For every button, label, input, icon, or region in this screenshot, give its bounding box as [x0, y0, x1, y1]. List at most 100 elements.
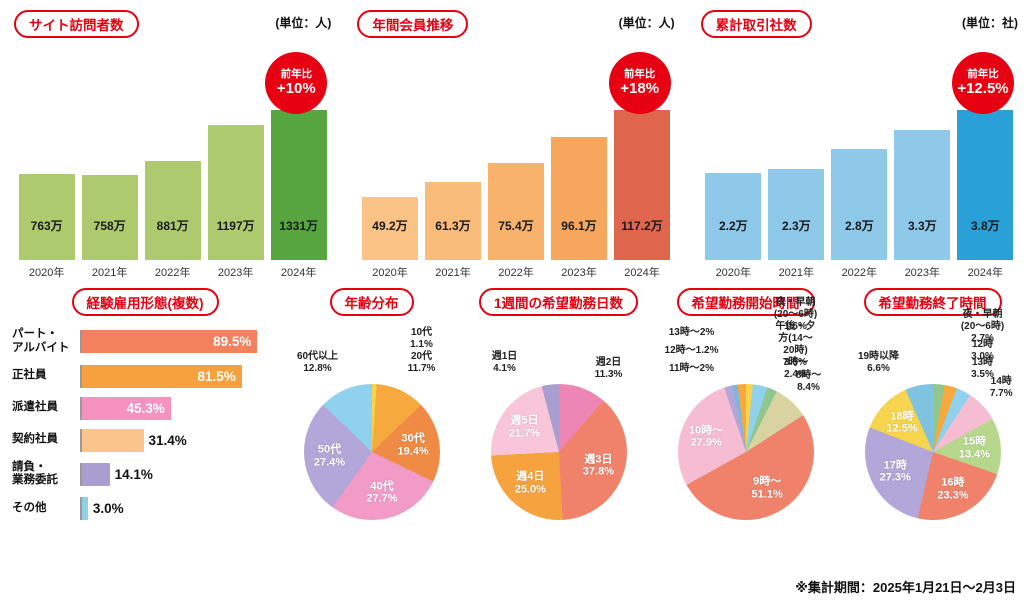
yoy-badge-label: 前年比: [967, 67, 999, 80]
bar-column: 758万 2021年: [81, 175, 138, 280]
bar-category-label: 2022年: [154, 267, 191, 279]
employment-bar: [82, 497, 88, 521]
employment-value-label: 89.5%: [213, 334, 252, 350]
bar: [705, 173, 762, 260]
employment-value-label: 14.1%: [114, 466, 153, 482]
bar-category-label: 2020年: [372, 267, 408, 279]
bar-category-label: 2022年: [498, 267, 534, 279]
bar: [361, 197, 418, 260]
yoy-badge: 前年比 +12.5%: [951, 52, 1014, 114]
bar-category-label: 2021年: [435, 267, 471, 279]
panel-header: 希望勤務開始時間: [652, 288, 839, 316]
chart-panel-desired-end-time: 希望勤務終了時間 14時 7.7% 15時 13.4% 16時 23.3% 17時 2…: [839, 288, 1026, 556]
chart-panel-cumulative-companies: 累計取引社数 (単位：社) 前年比 +12.5% 2.2万 2020年 2.3万 20…: [700, 10, 1018, 280]
unit-label: (単位：人): [275, 16, 332, 30]
chart-title: 希望勤務開始時間: [691, 296, 800, 311]
bar: [207, 125, 264, 260]
bar-category-label: 2021年: [91, 267, 128, 279]
pie-slice-label: 60代以上 12.8%: [296, 351, 339, 374]
chart-title-pill: 経験雇用形態(複数): [71, 288, 219, 316]
pie-slice-label: 7時〜 2.4%: [782, 357, 809, 380]
bar: [831, 149, 888, 260]
pie-slice-label: 週5日 21.7%: [508, 414, 541, 440]
bar: [894, 130, 951, 260]
bar-category-label: 2022年: [841, 267, 878, 279]
pie-chart: [303, 384, 440, 520]
bar-category-label: 2023年: [217, 267, 254, 279]
bar-column: 763万 2020年: [18, 174, 75, 280]
bottom-charts-row: 経験雇用形態(複数) パート・ アルバイト 89.5% 正社員 81.5% 派遣社員 45…: [0, 280, 1032, 556]
panel-header: 年齢分布: [278, 288, 465, 316]
pie-slice-label: 18時 12.5%: [886, 410, 918, 435]
yoy-badge-value: +18%: [620, 80, 660, 98]
chart-title: 年間会員推移: [372, 18, 454, 33]
employment-row: パート・ アルバイト 89.5%: [12, 328, 278, 356]
employment-bar: 45.3%: [82, 396, 171, 420]
bar-category-label: 2020年: [28, 267, 65, 279]
chart-title: 経験雇用形態(複数): [86, 296, 204, 311]
employment-bar-track: 45.3%: [80, 396, 278, 420]
pie-slice-label: 12時 3.0%: [971, 339, 994, 362]
pie-slice-label: 20代 11.7%: [407, 351, 436, 374]
employment-category-label: 契約社員: [12, 433, 58, 446]
bar-category-label: 2024年: [624, 267, 660, 279]
bar-column: 3.3万 2023年: [894, 130, 951, 280]
pie-slice-label: 14時 7.7%: [989, 375, 1013, 399]
bar-column: 61.3万 2021年: [424, 182, 481, 280]
panel-header: 年間会員推移 (単位：人): [357, 10, 675, 38]
pie-slice-label: 10時〜 27.9%: [689, 424, 724, 449]
pie-slice-label: 11時〜2%: [668, 363, 715, 374]
pie-slice-label: 30代 19.4%: [397, 432, 429, 458]
pie-slice-label: 15時 13.4%: [958, 435, 991, 461]
pie-slice-label: 10代 1.1%: [410, 327, 433, 350]
bar-value-label: 758万: [93, 219, 126, 233]
hbar-chart-employment-types: パート・ アルバイト 89.5% 正社員 81.5% 派遣社員 45.3% 契約社員 31.4…: [12, 328, 278, 521]
unit-label: (単位：社): [961, 16, 1018, 30]
chart-panel-desired-start-time: 希望勤務開始時間 8時〜 8.4% 9時〜 51.1% 10時〜 27.9% 夜・早朝…: [652, 288, 839, 556]
chart-panel-desired-days: 1週間の希望勤務日数 週3日 37.8% 週4日 25.0% 週5日 21.7% 週2…: [465, 288, 652, 556]
pie-slice-label: 19時以降 6.6%: [857, 351, 900, 374]
bar-value-label: 61.3万: [435, 219, 471, 233]
employment-row: 派遣社員 45.3%: [12, 396, 278, 420]
chart-title-pill: 希望勤務終了時間: [863, 288, 1002, 316]
employment-bar-track: 3.0%: [80, 497, 278, 521]
employment-bar: 89.5%: [82, 330, 258, 354]
employment-row: その他 3.0%: [12, 497, 278, 521]
bar-value-label: 3.8万: [970, 219, 1000, 233]
bar-column: 49.2万 2020年: [361, 197, 418, 280]
chart-title-pill: 年齢分布: [329, 288, 414, 316]
pie-chart: [677, 384, 814, 520]
chart-panel-annual-members: 年間会員推移 (単位：人) 前年比 +18% 49.2万 2020年 61.3万 20…: [357, 10, 675, 280]
chart-title: 希望勤務終了時間: [878, 296, 987, 311]
bar-column: 117.2万 2024年: [613, 110, 670, 280]
pie-slice-label: 週4日 25.0%: [514, 470, 546, 496]
employment-row: 契約社員 31.4%: [12, 428, 278, 452]
chart-panel-age-distribution: 年齢分布 30代 19.4% 40代 27.7% 50代 27.4% 10代 1.1%…: [278, 288, 465, 556]
bar-value-label: 75.4万: [498, 219, 534, 233]
yoy-badge: 前年比 +10%: [265, 52, 328, 114]
yoy-badge-value: +12.5%: [957, 80, 1009, 98]
pie-slice-label: 午後・夕方(14〜20時) 3.5%: [775, 321, 816, 368]
bar-value-label: 3.3万: [907, 219, 937, 233]
bar-value-label: 2.3万: [781, 219, 811, 233]
bar-chart-site-visitors: 763万 2020年 758万 2021年 881万 2022年 1197万 2023年 133…: [14, 110, 331, 280]
bar: [18, 174, 75, 260]
bar-value-label: 96.1万: [561, 219, 597, 233]
bar-category-label: 2024年: [280, 267, 317, 279]
bar-value-label: 1331万: [279, 219, 318, 233]
employment-bar: 81.5%: [82, 364, 242, 388]
bar-value-label: 881万: [156, 219, 189, 233]
panel-header: 希望勤務終了時間: [839, 288, 1026, 316]
chart-title-pill: 希望勤務開始時間: [676, 288, 815, 316]
yoy-badge-label: 前年比: [623, 67, 656, 80]
bar-value-label: 117.2万: [621, 219, 663, 233]
chart-title: サイト訪問者数: [29, 18, 124, 33]
bar: [270, 110, 327, 260]
pie-slice-label: 週2日 11.3%: [594, 357, 623, 380]
pie-slice-label: 週3日 37.8%: [582, 452, 614, 478]
bar-column: 2.2万 2020年: [705, 173, 762, 280]
panel-header: 経験雇用形態(複数): [12, 288, 278, 316]
unit-label: (単位：人): [618, 16, 675, 30]
pie-slice-label: 13時〜2%: [668, 327, 715, 338]
bar-value-label: 49.2万: [372, 219, 408, 233]
